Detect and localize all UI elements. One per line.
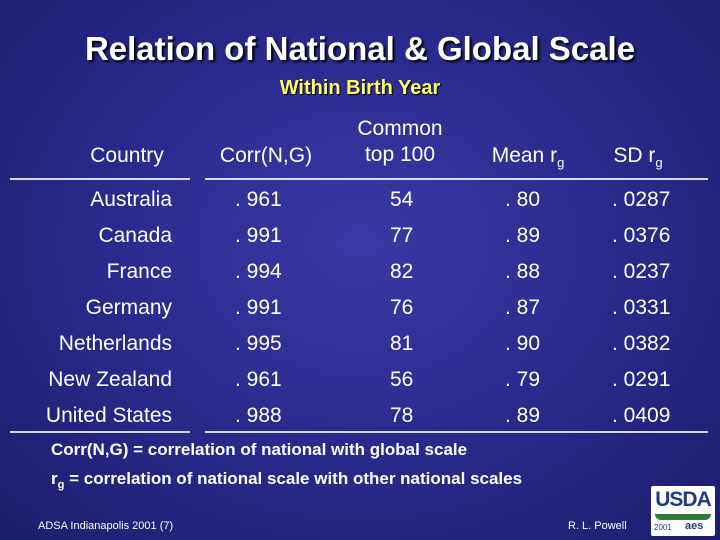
table-row: Canada . 991 77 . 89 . 0376 xyxy=(0,223,720,259)
header-sd-label: SD r xyxy=(613,144,656,167)
header-mean-sub: g xyxy=(557,155,565,170)
header-mean: Mean rg xyxy=(463,143,593,176)
table-row: Australia . 961 54 . 80 . 0287 xyxy=(0,187,720,223)
cell-country: Netherlands xyxy=(58,332,172,355)
cell-top100: 77 xyxy=(390,224,414,247)
header-sd-sub: g xyxy=(655,155,663,170)
cell-corr: . 995 xyxy=(235,332,282,355)
cell-mean: . 80 xyxy=(505,188,541,211)
header-country: Country xyxy=(62,143,192,169)
cell-country: New Zealand xyxy=(48,368,172,391)
note-rg-sub: g xyxy=(57,479,65,491)
header-divider-right xyxy=(205,178,708,180)
cell-sd: . 0331 xyxy=(612,296,671,319)
header-divider-left xyxy=(10,178,190,180)
usda-logo-aes: aes xyxy=(685,520,704,532)
cell-corr: . 961 xyxy=(235,368,282,391)
cell-top100: 54 xyxy=(390,188,414,211)
usda-logo-text: USDA xyxy=(655,488,712,511)
cell-corr: . 988 xyxy=(235,404,282,427)
cell-sd: . 0291 xyxy=(612,368,671,391)
cell-corr: . 991 xyxy=(235,296,282,319)
cell-corr: . 994 xyxy=(235,260,282,283)
cell-mean: . 79 xyxy=(505,368,541,391)
cell-sd: . 0382 xyxy=(612,332,671,355)
note-rg: rg = correlation of national scale with … xyxy=(51,469,522,491)
table-row: New Zealand . 961 56 . 79 . 0291 xyxy=(0,367,720,403)
cell-corr: . 991 xyxy=(235,224,282,247)
cell-mean: . 88 xyxy=(505,260,541,283)
table-row: Netherlands . 995 81 . 90 . 0382 xyxy=(0,331,720,367)
cell-top100: 76 xyxy=(390,296,414,319)
cell-top100: 81 xyxy=(390,332,414,355)
cell-sd: . 0376 xyxy=(612,224,671,247)
table-bottom-divider-right xyxy=(205,431,708,433)
footer-author: R. L. Powell xyxy=(568,520,627,532)
table-row: France . 994 82 . 88 . 0237 xyxy=(0,259,720,295)
usda-logo: USDA 2001 aes xyxy=(651,486,715,536)
cell-country: France xyxy=(106,260,172,283)
note-rg-base: r xyxy=(51,469,58,488)
slide-subtitle: Within Birth Year xyxy=(279,77,441,99)
header-corr-label: Corr(N,G) xyxy=(219,144,313,167)
cell-corr: . 961 xyxy=(235,188,282,211)
cell-mean: . 89 xyxy=(505,404,541,427)
cell-top100: 78 xyxy=(390,404,414,427)
cell-top100: 82 xyxy=(390,260,414,283)
cell-mean: . 87 xyxy=(505,296,541,319)
table-row: Germany . 991 76 . 87 . 0331 xyxy=(0,295,720,331)
cell-top100: 56 xyxy=(390,368,414,391)
header-corr: Corr(N,G) xyxy=(200,143,332,169)
usda-logo-year: 2001 xyxy=(654,523,672,532)
table-bottom-divider-left xyxy=(10,431,190,433)
cell-sd: . 0287 xyxy=(612,188,671,211)
header-mean-label: Mean r xyxy=(491,144,558,167)
usda-logo-wave-icon xyxy=(655,514,711,520)
header-country-label: Country xyxy=(90,144,164,167)
cell-mean: . 90 xyxy=(505,332,541,355)
cell-sd: . 0237 xyxy=(612,260,671,283)
cell-sd: . 0409 xyxy=(612,404,671,427)
header-common-top: Common top 100 xyxy=(335,116,465,168)
cell-country: Canada xyxy=(98,224,172,247)
footer-conference: ADSA Indianapolis 2001 (7) xyxy=(38,520,174,532)
note-corr: Corr(N,G) = correlation of national with… xyxy=(51,440,468,459)
header-common-line2: top 100 xyxy=(364,143,436,166)
cell-country: Australia xyxy=(90,188,172,211)
cell-country: Germany xyxy=(85,296,172,319)
cell-country: United States xyxy=(45,404,172,427)
cell-mean: . 89 xyxy=(505,224,541,247)
header-sd: SD rg xyxy=(578,143,698,176)
note-rg-rest: = correlation of national scale with oth… xyxy=(64,469,523,488)
table-row: United States . 988 78 . 89 . 0409 xyxy=(0,403,720,439)
slide-title: Relation of National & Global Scale xyxy=(84,30,636,67)
header-common-line1: Common xyxy=(357,117,443,140)
